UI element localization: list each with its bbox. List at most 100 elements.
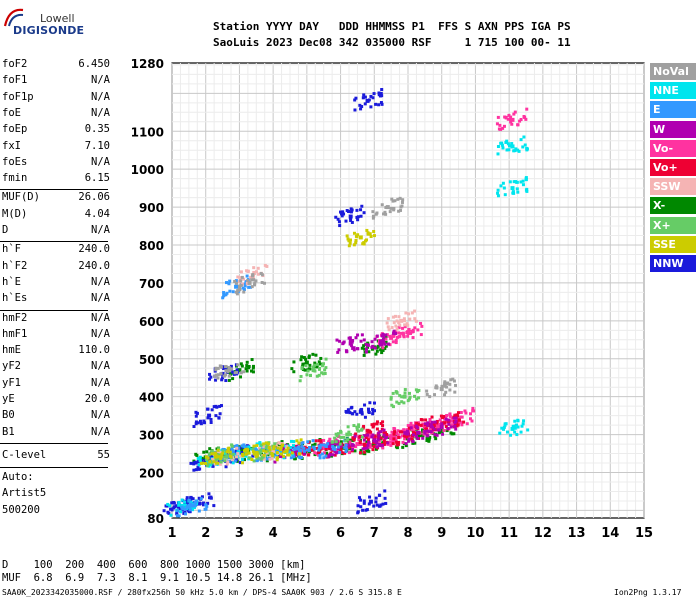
echo-point-nne <box>509 433 513 437</box>
echo-point-e <box>318 454 322 458</box>
echo-point-x <box>390 403 394 407</box>
echo-point-vo <box>375 420 379 424</box>
echo-point-nnw <box>380 94 384 98</box>
echo-point-nnw <box>202 502 206 506</box>
echo-point-sse <box>272 447 276 451</box>
echo-point-nne <box>168 504 172 508</box>
echo-point-e <box>193 504 197 508</box>
echo-point-e <box>222 294 226 298</box>
echo-point-nne <box>189 500 193 504</box>
echo-point-vo <box>412 429 416 433</box>
echo-point-x <box>325 451 329 455</box>
echo-point-w <box>424 422 428 426</box>
echo-point-nnw <box>224 379 228 383</box>
echo-point-vo <box>524 117 528 121</box>
echo-point-x <box>419 434 423 438</box>
echo-point-w <box>411 440 415 444</box>
echo-point-e <box>226 455 230 459</box>
legend-item-nnw: NNW <box>650 255 696 272</box>
echo-point-nnw <box>192 462 196 466</box>
echo-point-vo <box>394 341 398 345</box>
echo-point-vo <box>391 442 395 446</box>
echo-point-sse <box>267 446 271 450</box>
echo-point-w <box>370 340 374 344</box>
echo-point-e <box>247 285 251 289</box>
echo-point-nne <box>198 455 202 459</box>
echo-point-w <box>356 347 360 351</box>
param-value: N/A <box>91 425 110 438</box>
echo-point-x <box>398 394 402 398</box>
echo-point-nne <box>519 180 523 184</box>
param-label: foE <box>2 106 21 119</box>
echo-point-w <box>278 455 282 459</box>
echo-point-vo <box>355 442 360 447</box>
echo-point-vo <box>437 424 441 428</box>
echo-point-nne <box>516 425 520 429</box>
echo-point-x <box>251 370 255 374</box>
echo-point-vo <box>391 439 395 443</box>
param-label: fxI <box>2 139 21 152</box>
echo-point-vo <box>403 325 407 329</box>
echo-point-w <box>348 336 352 340</box>
echo-point-noval <box>439 387 444 392</box>
echo-point-vo <box>437 423 441 427</box>
echo-point-ssw <box>395 319 399 323</box>
echo-point-w <box>348 341 353 346</box>
echo-point-w <box>433 420 437 424</box>
echo-point-sse <box>276 446 280 450</box>
echo-point-nnw <box>360 407 364 411</box>
echo-point-vo <box>459 420 463 424</box>
echo-point-w <box>362 338 366 342</box>
echo-point-nne <box>496 145 500 149</box>
echo-point-noval <box>236 289 240 293</box>
echo-point-sse <box>287 453 291 457</box>
echo-point-noval <box>253 283 257 287</box>
echo-point-vo <box>422 425 427 429</box>
param-value: 0.35 <box>84 123 110 136</box>
echo-point-x <box>304 364 308 368</box>
echo-point-sse <box>362 241 366 245</box>
echo-point-noval <box>400 200 404 204</box>
echo-point-vo <box>371 448 375 452</box>
echo-point-noval <box>214 373 218 377</box>
y-tick-label: 900 <box>139 201 164 215</box>
echo-point-vo <box>354 445 358 449</box>
echo-point-x <box>317 360 321 364</box>
echo-point-sse <box>271 454 275 458</box>
echo-point-w <box>381 332 385 336</box>
echo-point-nnw <box>230 370 234 374</box>
echo-point-nne <box>514 147 518 151</box>
echo-point-noval <box>213 374 217 378</box>
echo-point-nnw <box>378 493 382 497</box>
echo-point-ssw <box>271 449 276 454</box>
echo-point-x <box>230 443 234 447</box>
echo-point-sse <box>352 231 356 235</box>
echo-point-nnw <box>371 412 375 416</box>
echo-point-noval <box>224 369 228 373</box>
echo-point-nne <box>513 419 517 423</box>
echo-point-noval <box>214 368 218 372</box>
echo-point-nne <box>522 419 526 423</box>
echo-point-x <box>362 353 366 357</box>
echo-point-vo <box>382 437 386 441</box>
echo-point-x <box>433 434 437 438</box>
echo-point-x <box>381 435 385 439</box>
echo-point-noval <box>372 214 376 218</box>
echo-point-vo <box>395 440 399 444</box>
echo-point-x <box>408 395 412 399</box>
echo-point-vo <box>460 423 464 427</box>
echo-point-vo <box>372 445 376 449</box>
echo-point-nnw <box>363 95 367 99</box>
echo-point-w <box>273 460 277 464</box>
echo-point-noval <box>250 278 254 282</box>
echo-point-nne <box>292 440 296 444</box>
echo-point-e <box>249 285 253 289</box>
echo-point-nnw <box>199 422 203 426</box>
echo-point-ssw <box>217 450 221 454</box>
echo-point-x <box>251 447 255 451</box>
echo-point-nnw <box>340 212 344 216</box>
echo-point-sse <box>372 234 376 238</box>
echo-point-vo <box>326 446 330 450</box>
echo-point-vo <box>343 451 347 455</box>
echo-point-vo <box>403 434 407 438</box>
